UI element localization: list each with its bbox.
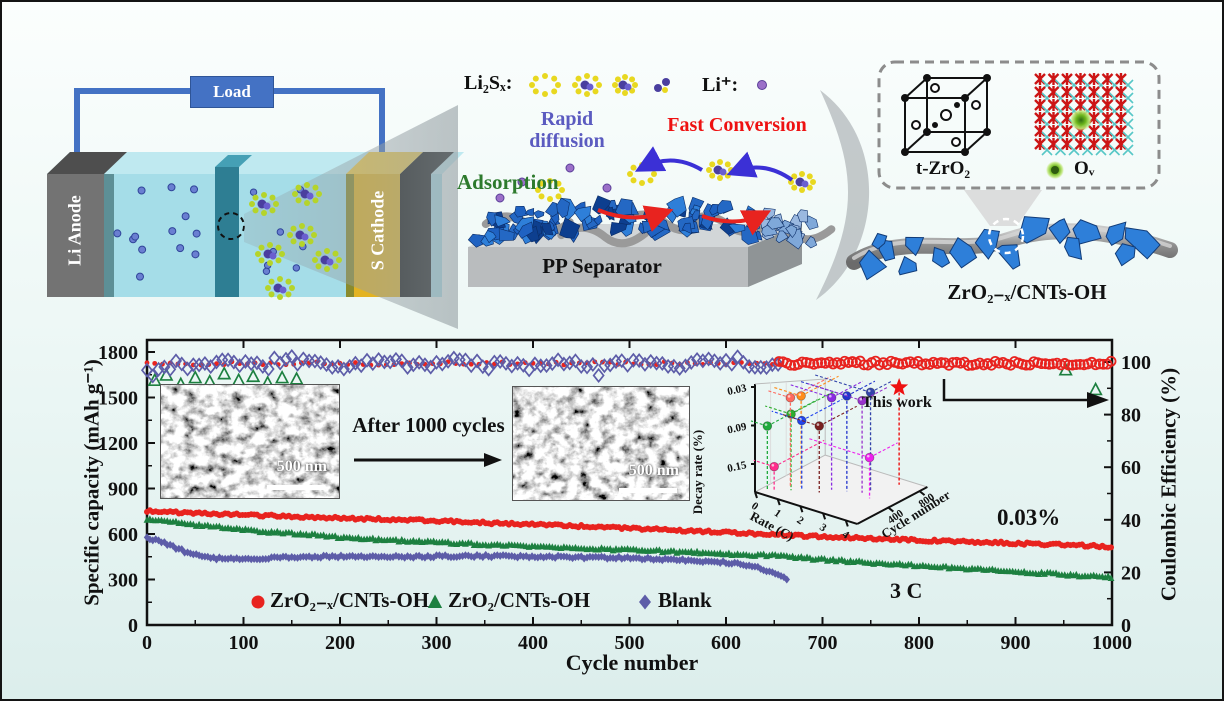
y-left-tick-label: 0: [128, 615, 138, 637]
legend-label-zro2x: ZrO₂₋ₓ/CNTs-OH: [270, 588, 429, 613]
inset-data-point: [815, 422, 824, 431]
graphical-abstract: Load Li Anode S Cathode Li₂Sₓ: Li⁺: Rapi…: [0, 0, 1224, 701]
inset-data-point: [770, 462, 779, 471]
inset-x-tick: 3: [817, 521, 829, 534]
x-tick-label: 900: [1001, 632, 1031, 654]
x-tick-label: 300: [422, 632, 452, 654]
y-right-tick-label: 20: [1121, 562, 1141, 584]
legend-label-zro2: ZrO₂/CNTs-OH: [448, 588, 590, 613]
after-cycles-arrow: [354, 453, 502, 467]
series-capacity-1: [144, 515, 1115, 581]
x-axis-title: Cycle number: [522, 650, 742, 676]
inset-x-tick: 2: [794, 514, 806, 527]
y-right-tick-label: 0: [1121, 615, 1131, 637]
x-tick-label: 200: [325, 632, 355, 654]
this-work-label: This work: [862, 394, 932, 412]
ce-axis-arrow: [944, 379, 1109, 408]
sem-image-after: 500 nm: [512, 386, 690, 501]
inset-x-label: Rate (C): [748, 508, 797, 543]
c-rate-annotation: 3 C: [890, 578, 922, 604]
y-left-tick-label: 600: [108, 524, 138, 546]
y-right-tick-label: 80: [1121, 405, 1141, 427]
y-left-tick-label: 900: [108, 479, 138, 501]
inset-z-tick: 0.09: [726, 421, 748, 437]
inset-data-point: [865, 453, 874, 462]
x-tick-label: 100: [229, 632, 259, 654]
x-tick-label: 700: [808, 632, 838, 654]
y-left-tick-label: 300: [108, 570, 138, 592]
y-axis-right-title: Coulombic Efficiency (%): [1157, 340, 1182, 630]
scalebar-label-left: 500 nm: [277, 458, 327, 476]
x-tick-label: 0: [142, 632, 152, 654]
inset-z-tick: 0.15: [726, 459, 748, 475]
inset-data-point: [797, 416, 806, 425]
inset-data-point: [786, 393, 795, 402]
x-tick-label: 800: [904, 632, 934, 654]
y-right-tick-label: 40: [1121, 510, 1141, 532]
decay-rate-annotation: 0.03%: [997, 505, 1060, 531]
inset-data-point: [827, 393, 836, 402]
y-right-tick-label: 100: [1121, 352, 1151, 374]
cycling-chart: 0100200300400500600700800900100003006009…: [2, 2, 1224, 701]
series-ce-red-late: [775, 357, 1116, 370]
inset-data-point: [763, 422, 772, 431]
series-capacity-2: [144, 533, 790, 583]
scalebar-label-right: 500 nm: [629, 462, 679, 480]
inset-z-tick: 0.03: [726, 382, 748, 398]
y-axis-left-title: Specific capacity (mAh g⁻¹): [80, 338, 105, 628]
series-capacity-0: [144, 507, 1114, 550]
y-right-tick-label: 60: [1121, 457, 1141, 479]
inset-z-label: Decay rate (%): [690, 430, 705, 514]
sem-image-before: 500 nm: [160, 384, 340, 499]
scalebar-right: [619, 488, 677, 493]
scalebar-left: [267, 485, 325, 490]
inset-data-point: [797, 392, 806, 401]
legend-label-blank: Blank: [658, 588, 712, 613]
after-cycles-label: After 1000 cycles: [346, 414, 511, 437]
